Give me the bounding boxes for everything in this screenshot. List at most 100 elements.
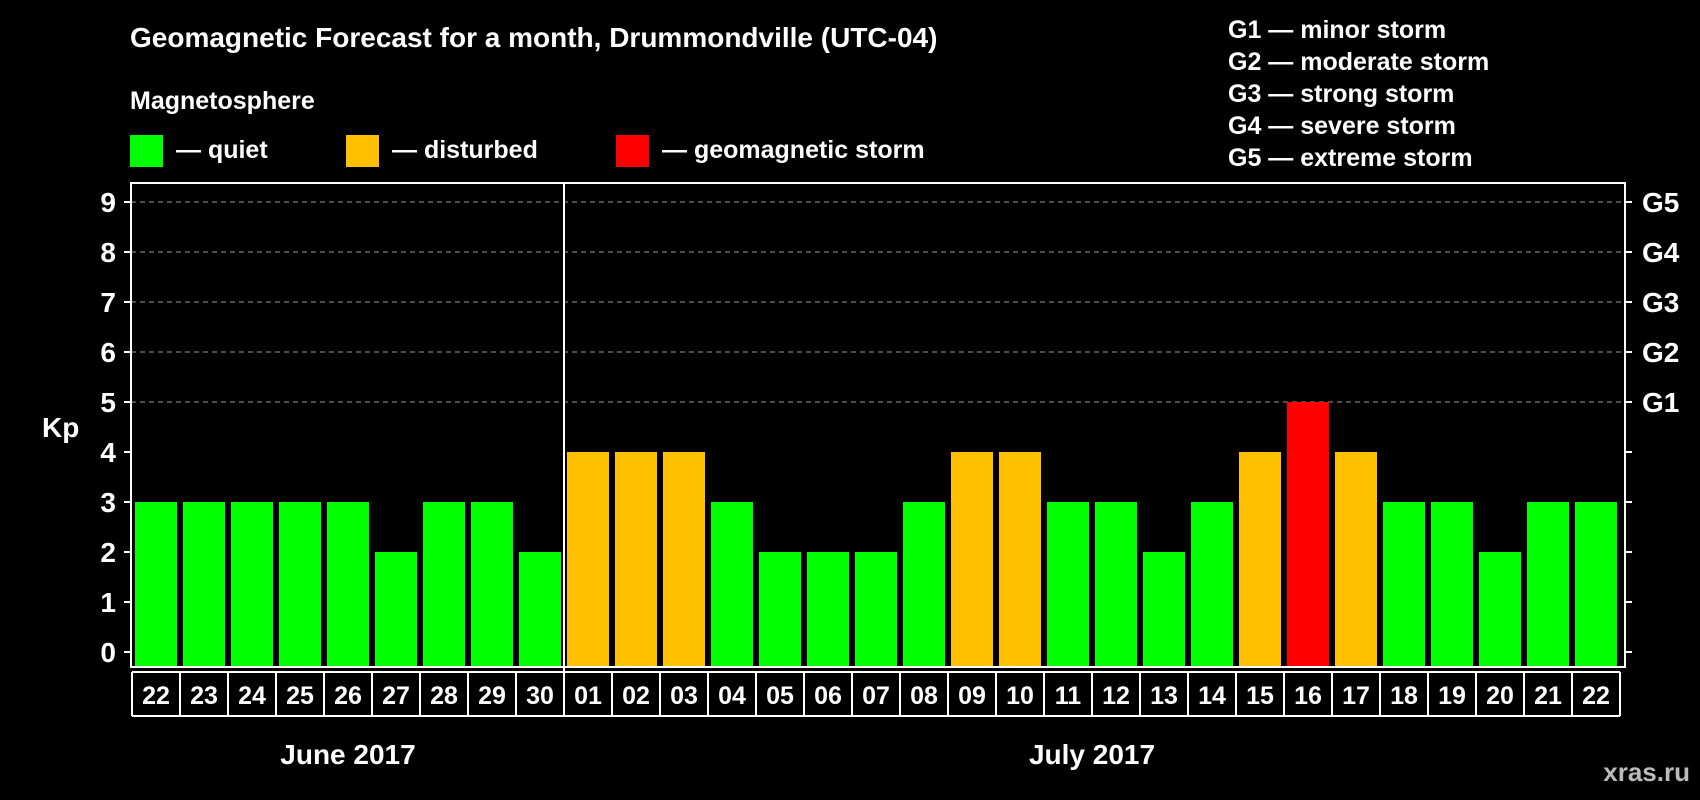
bar-08	[903, 502, 945, 667]
y-tick-label: 4	[100, 437, 116, 468]
legend-swatch-quiet	[130, 135, 163, 167]
date-label: 18	[1390, 682, 1418, 710]
date-label: 06	[814, 682, 842, 710]
bar-03	[663, 452, 705, 667]
date-label: 10	[1006, 682, 1034, 710]
y-tick-label: 0	[100, 637, 116, 668]
bar-16	[1287, 402, 1329, 667]
bar-13	[1143, 552, 1185, 667]
bar-21	[1527, 502, 1569, 667]
bar-06	[807, 552, 849, 667]
bar-07	[855, 552, 897, 667]
g-scale-label: G2	[1642, 337, 1679, 368]
date-label: 30	[526, 682, 554, 710]
bar-27	[375, 552, 417, 667]
date-cells: 22 23 24 25 26 27 28 29 30 01 02 03 04 05 06 07 08 09 10 11…	[131, 671, 1621, 717]
bar-22	[1575, 502, 1617, 667]
bar-25	[279, 502, 321, 667]
y-axis-label: Kp	[42, 412, 79, 443]
bar-14	[1191, 502, 1233, 667]
y-tick-label: 8	[100, 237, 116, 268]
date-label: 27	[382, 682, 410, 710]
date-label: 26	[334, 682, 362, 710]
bar-24	[231, 502, 273, 667]
date-label: 05	[766, 682, 794, 710]
date-label: 21	[1534, 682, 1562, 710]
scale-legend-item: G5 — extreme storm	[1228, 144, 1473, 172]
scale-legend-item: G3 — strong storm	[1228, 80, 1454, 108]
date-label: 16	[1294, 682, 1322, 710]
date-label: 02	[622, 682, 650, 710]
legend-label-disturbed: — disturbed	[392, 136, 538, 164]
bar-20	[1479, 552, 1521, 667]
date-label: 07	[862, 682, 890, 710]
y-axis-ticks: 0 1 2 3 4 5 6 7 8 9	[100, 187, 131, 668]
date-label: 17	[1342, 682, 1370, 710]
date-label: 23	[190, 682, 218, 710]
watermark: xras.ru	[1603, 757, 1690, 787]
g-scale-ticks: G1 G2 G3 G4 G5	[1625, 187, 1680, 653]
bar-22	[135, 502, 177, 667]
date-label: 15	[1246, 682, 1274, 710]
g-scale-label: G4	[1642, 237, 1680, 268]
legend-heading: Magnetosphere	[130, 87, 315, 115]
y-tick-label: 6	[100, 337, 116, 368]
scale-legend-item: G2 — moderate storm	[1228, 48, 1489, 76]
grid-lines	[131, 201, 1625, 403]
bar-26	[327, 502, 369, 667]
date-label: 29	[478, 682, 506, 710]
storm-scale-legend: G1 — minor storm G2 — moderate storm G3 — …	[1228, 16, 1489, 172]
bar-23	[183, 502, 225, 667]
legend-swatch-storm	[616, 135, 649, 167]
date-label: 28	[430, 682, 458, 710]
legend-label-storm: — geomagnetic storm	[662, 136, 925, 164]
bar-29	[471, 502, 513, 667]
bars	[135, 402, 1617, 667]
bar-02	[615, 452, 657, 667]
bar-30	[519, 552, 561, 667]
bar-09	[951, 452, 993, 667]
legend-label-quiet: — quiet	[176, 136, 268, 164]
bar-19	[1431, 502, 1473, 667]
date-label: 22	[1582, 682, 1610, 710]
plot-frame	[130, 182, 1626, 712]
date-label: 12	[1102, 682, 1130, 710]
date-label: 08	[910, 682, 938, 710]
bar-28	[423, 502, 465, 667]
y-tick-label: 9	[100, 187, 116, 218]
bar-01	[567, 452, 609, 667]
date-label: 04	[718, 682, 746, 710]
bar-11	[1047, 502, 1089, 667]
y-tick-label: 2	[100, 537, 116, 568]
date-label: 20	[1486, 682, 1514, 710]
date-label: 11	[1055, 682, 1082, 710]
bar-10	[999, 452, 1041, 667]
date-label: 22	[142, 682, 170, 710]
chart-title: Geomagnetic Forecast for a month, Drummo…	[130, 22, 937, 53]
plot-border	[130, 182, 1626, 668]
y-tick-label: 3	[100, 487, 116, 518]
bar-17	[1335, 452, 1377, 667]
y-tick-label: 7	[100, 287, 116, 318]
g-scale-label: G3	[1642, 287, 1679, 318]
month-label: June 2017	[280, 739, 415, 770]
bar-05	[759, 552, 801, 667]
scale-legend-item: G4 — severe storm	[1228, 112, 1456, 140]
bar-15	[1239, 452, 1281, 667]
bar-18	[1383, 502, 1425, 667]
g-scale-label: G5	[1642, 187, 1679, 218]
y-tick-label: 5	[100, 387, 116, 418]
date-label: 19	[1438, 682, 1466, 710]
date-label: 25	[286, 682, 314, 710]
date-label: 24	[238, 682, 266, 710]
date-label: 14	[1198, 682, 1226, 710]
date-label: 03	[670, 682, 698, 710]
g-scale-label: G1	[1642, 387, 1679, 418]
y-tick-label: 1	[100, 587, 116, 618]
month-labels: June 2017 July 2017	[280, 739, 1155, 770]
color-legend: — quiet — disturbed — geomagnetic storm	[130, 135, 925, 167]
legend-swatch-disturbed	[346, 135, 379, 167]
date-label: 09	[958, 682, 986, 710]
month-label: July 2017	[1029, 739, 1155, 770]
